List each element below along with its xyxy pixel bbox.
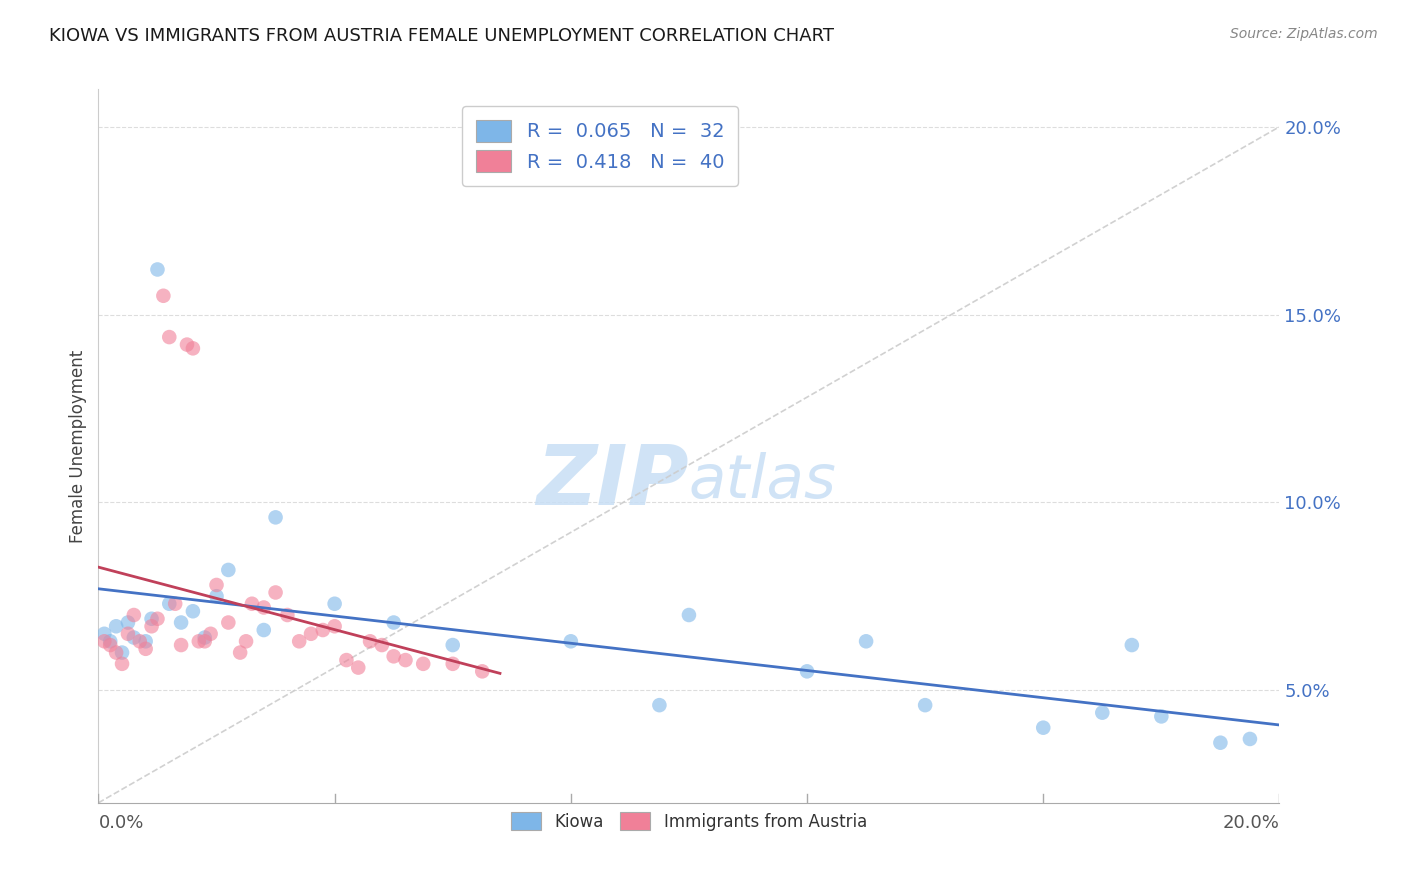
Point: [135, 634, 157, 648]
Point: [359, 634, 381, 648]
Point: [194, 631, 217, 645]
Point: [170, 615, 193, 630]
Point: [648, 698, 671, 713]
Point: [200, 627, 222, 641]
Point: [441, 638, 464, 652]
Point: [276, 607, 298, 622]
Point: [441, 657, 464, 671]
Point: [217, 615, 239, 630]
Point: [152, 289, 174, 303]
Point: [1239, 731, 1261, 746]
Text: atlas: atlas: [689, 452, 837, 511]
Text: 0.0%: 0.0%: [98, 814, 143, 832]
Point: [796, 665, 818, 679]
Point: [347, 660, 370, 674]
Point: [205, 578, 228, 592]
Point: [111, 657, 134, 671]
Point: [93, 634, 115, 648]
Text: KIOWA VS IMMIGRANTS FROM AUSTRIA FEMALE UNEMPLOYMENT CORRELATION CHART: KIOWA VS IMMIGRANTS FROM AUSTRIA FEMALE …: [49, 27, 834, 45]
Point: [187, 634, 209, 648]
Point: [181, 604, 204, 618]
Point: [93, 627, 115, 641]
Point: [335, 653, 357, 667]
Legend: Kiowa, Immigrants from Austria: Kiowa, Immigrants from Austria: [505, 805, 873, 838]
Point: [299, 627, 322, 641]
Point: [855, 634, 877, 648]
Point: [382, 615, 405, 630]
Point: [235, 634, 257, 648]
Point: [205, 589, 228, 603]
Point: [312, 623, 335, 637]
Point: [560, 634, 582, 648]
Point: [229, 646, 252, 660]
Point: [471, 665, 494, 679]
Point: [98, 634, 121, 648]
Point: [323, 597, 346, 611]
Point: [170, 638, 193, 652]
Text: 20.0%: 20.0%: [1223, 814, 1279, 832]
Text: Source: ZipAtlas.com: Source: ZipAtlas.com: [1230, 27, 1378, 41]
Point: [1150, 709, 1173, 723]
Point: [914, 698, 936, 713]
Point: [323, 619, 346, 633]
Point: [288, 634, 311, 648]
Point: [98, 638, 121, 652]
Point: [394, 653, 416, 667]
Point: [105, 646, 128, 660]
Point: [253, 623, 276, 637]
Point: [1209, 736, 1232, 750]
Point: [412, 657, 434, 671]
Point: [128, 634, 150, 648]
Point: [194, 634, 217, 648]
Point: [678, 607, 700, 622]
Point: [240, 597, 263, 611]
Point: [105, 619, 128, 633]
Point: [135, 641, 157, 656]
Point: [264, 585, 287, 599]
Point: [146, 262, 169, 277]
Point: [371, 638, 394, 652]
Point: [157, 597, 180, 611]
Point: [181, 342, 204, 356]
Point: [1121, 638, 1143, 652]
Point: [165, 597, 187, 611]
Text: ZIP: ZIP: [536, 442, 689, 522]
Y-axis label: Female Unemployment: Female Unemployment: [69, 350, 87, 542]
Point: [1032, 721, 1054, 735]
Point: [1091, 706, 1114, 720]
Point: [141, 619, 163, 633]
Point: [217, 563, 239, 577]
Point: [157, 330, 180, 344]
Point: [146, 612, 169, 626]
Point: [253, 600, 276, 615]
Point: [141, 612, 163, 626]
Point: [122, 607, 145, 622]
Point: [264, 510, 287, 524]
Point: [382, 649, 405, 664]
Point: [117, 615, 139, 630]
Point: [176, 337, 198, 351]
Point: [122, 631, 145, 645]
Point: [117, 627, 139, 641]
Point: [111, 646, 134, 660]
